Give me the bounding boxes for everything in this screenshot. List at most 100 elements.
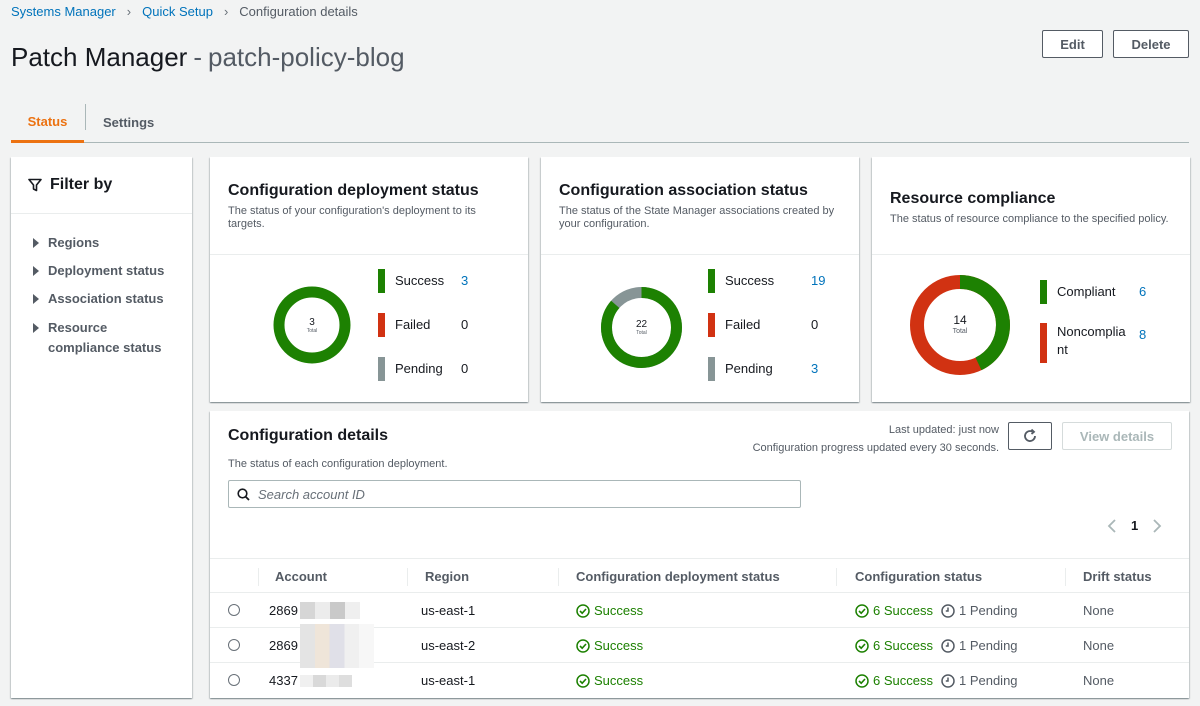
- config-pending-count: 1 Pending: [958, 673, 1018, 688]
- legend-value-link[interactable]: 3: [811, 361, 819, 376]
- donut-total: 3: [309, 317, 315, 328]
- column-header-region[interactable]: Region: [425, 568, 470, 584]
- column-separator: [407, 568, 408, 586]
- association-status-card: Configuration association status The sta…: [541, 157, 859, 402]
- redacted-account-digits: [299, 623, 374, 668]
- check-circle-icon: [576, 638, 590, 653]
- legend-value-link[interactable]: 6: [1139, 284, 1147, 299]
- filter-deployment-status[interactable]: Deployment status: [33, 261, 164, 281]
- redacted-account-digits: [299, 602, 360, 619]
- filter-item-label: Association status: [48, 291, 164, 306]
- column-header-account[interactable]: Account: [275, 568, 327, 584]
- page-title-dash: -: [193, 42, 202, 72]
- status-success-text: Success: [594, 673, 644, 688]
- legend-noncompliant: Noncompliant 8: [1040, 323, 1146, 363]
- caret-right-icon: [33, 294, 39, 304]
- delete-button[interactable]: Delete: [1113, 30, 1189, 58]
- account-id: 4337: [269, 673, 298, 688]
- legend-swatch: [708, 269, 715, 293]
- cell-account: 4337: [269, 663, 352, 698]
- status-pending: 1 Pending: [941, 603, 1018, 618]
- legend-swatch: [378, 313, 385, 337]
- chevron-right-icon: ›: [223, 4, 229, 19]
- page-number[interactable]: 1: [1131, 518, 1139, 533]
- donut-total: 22: [636, 319, 648, 330]
- legend-swatch: [708, 357, 715, 381]
- breadcrumb-systems-manager[interactable]: Systems Manager: [11, 4, 116, 19]
- legend-value-link[interactable]: 8: [1139, 327, 1147, 342]
- legend-value: 0: [811, 317, 819, 332]
- config-pending-count: 1 Pending: [958, 603, 1018, 618]
- legend-compliant: Compliant 6: [1040, 280, 1146, 304]
- table-header: Account Region Configuration deployment …: [210, 558, 1189, 593]
- cell-account: 2869: [269, 623, 374, 668]
- column-separator: [258, 568, 259, 586]
- tab-status[interactable]: Status: [11, 102, 84, 143]
- cell-region: us-east-1: [421, 673, 476, 688]
- filter-item-label: Resource compliance status: [48, 320, 162, 355]
- view-details-button: View details: [1062, 422, 1172, 450]
- account-id: 2869: [269, 603, 298, 618]
- check-circle-icon: [855, 603, 869, 618]
- cell-configuration-status: 6 Success 1 Pending: [855, 593, 1018, 628]
- caret-right-icon: [33, 238, 39, 248]
- check-circle-icon: [855, 673, 869, 688]
- config-pending-count: 1 Pending: [958, 638, 1018, 653]
- column-separator: [836, 568, 837, 586]
- column-header-drift-status[interactable]: Drift status: [1083, 568, 1152, 584]
- row-select-radio[interactable]: [228, 674, 240, 686]
- cell-drift-status: None: [1083, 638, 1115, 653]
- search-account-input[interactable]: [258, 486, 778, 502]
- legend-pending: Pending 0: [378, 357, 468, 381]
- chevron-left-icon[interactable]: [1107, 518, 1117, 533]
- breadcrumb-quick-setup[interactable]: Quick Setup: [142, 4, 213, 19]
- search-box[interactable]: [228, 480, 801, 508]
- legend-failed: Failed 0: [378, 313, 468, 337]
- status-pending: 1 Pending: [941, 673, 1018, 688]
- card-description: The status of resource compliance to the…: [890, 213, 1169, 225]
- column-separator: [1065, 568, 1066, 586]
- status-success-text: Success: [594, 603, 644, 618]
- last-updated-text: Last updated: just now: [888, 424, 999, 436]
- search-icon: [237, 487, 250, 501]
- legend-value-link[interactable]: 19: [811, 273, 826, 288]
- donut-segment-compliant: [910, 275, 1010, 375]
- legend-value: 0: [461, 361, 469, 376]
- legend-label: Pending: [725, 361, 773, 376]
- donut-total-label: Total: [636, 330, 647, 336]
- refresh-button[interactable]: [1008, 422, 1052, 450]
- resource-compliance-card: Resource compliance The status of resour…: [872, 157, 1190, 402]
- filter-association-status[interactable]: Association status: [33, 289, 164, 309]
- legend-success: Success 19: [708, 269, 825, 293]
- filter-regions[interactable]: Regions: [33, 233, 99, 253]
- check-circle-icon: [576, 673, 590, 688]
- filter-title: Filter by: [50, 176, 113, 193]
- column-separator: [558, 568, 559, 586]
- chevron-right-icon[interactable]: [1152, 518, 1162, 533]
- check-circle-icon: [855, 638, 869, 653]
- row-select-radio[interactable]: [228, 639, 240, 651]
- cell-region: us-east-2: [421, 638, 476, 653]
- legend-label: Success: [725, 273, 775, 288]
- page-title: Patch Manager - patch-policy-blog: [11, 42, 405, 73]
- donut-segment-success: [601, 287, 682, 368]
- card-header: Configuration association status The sta…: [541, 157, 859, 255]
- edit-button[interactable]: Edit: [1042, 30, 1103, 58]
- cell-deployment-status: Success: [576, 628, 643, 663]
- legend-value-link[interactable]: 3: [461, 273, 469, 288]
- details-description: The status of each configuration deploym…: [228, 458, 448, 470]
- tab-settings[interactable]: Settings: [103, 114, 155, 130]
- clock-icon: [941, 603, 955, 618]
- row-select-radio[interactable]: [228, 604, 240, 616]
- filter-resource-compliance[interactable]: Resource compliance status: [33, 318, 163, 358]
- card-header: Resource compliance The status of resour…: [872, 157, 1190, 255]
- legend-failed: Failed 0: [708, 313, 818, 337]
- column-header-deployment-status[interactable]: Configuration deployment status: [576, 568, 780, 584]
- cell-drift-status: None: [1083, 673, 1115, 688]
- cell-region: us-east-1: [421, 603, 476, 618]
- breadcrumb-current: Configuration details: [239, 4, 358, 19]
- legend-pending: Pending 3: [708, 357, 818, 381]
- legend-label: Compliant: [1057, 284, 1116, 299]
- column-header-configuration-status[interactable]: Configuration status: [855, 568, 983, 584]
- config-success-count: 6 Success: [873, 603, 933, 618]
